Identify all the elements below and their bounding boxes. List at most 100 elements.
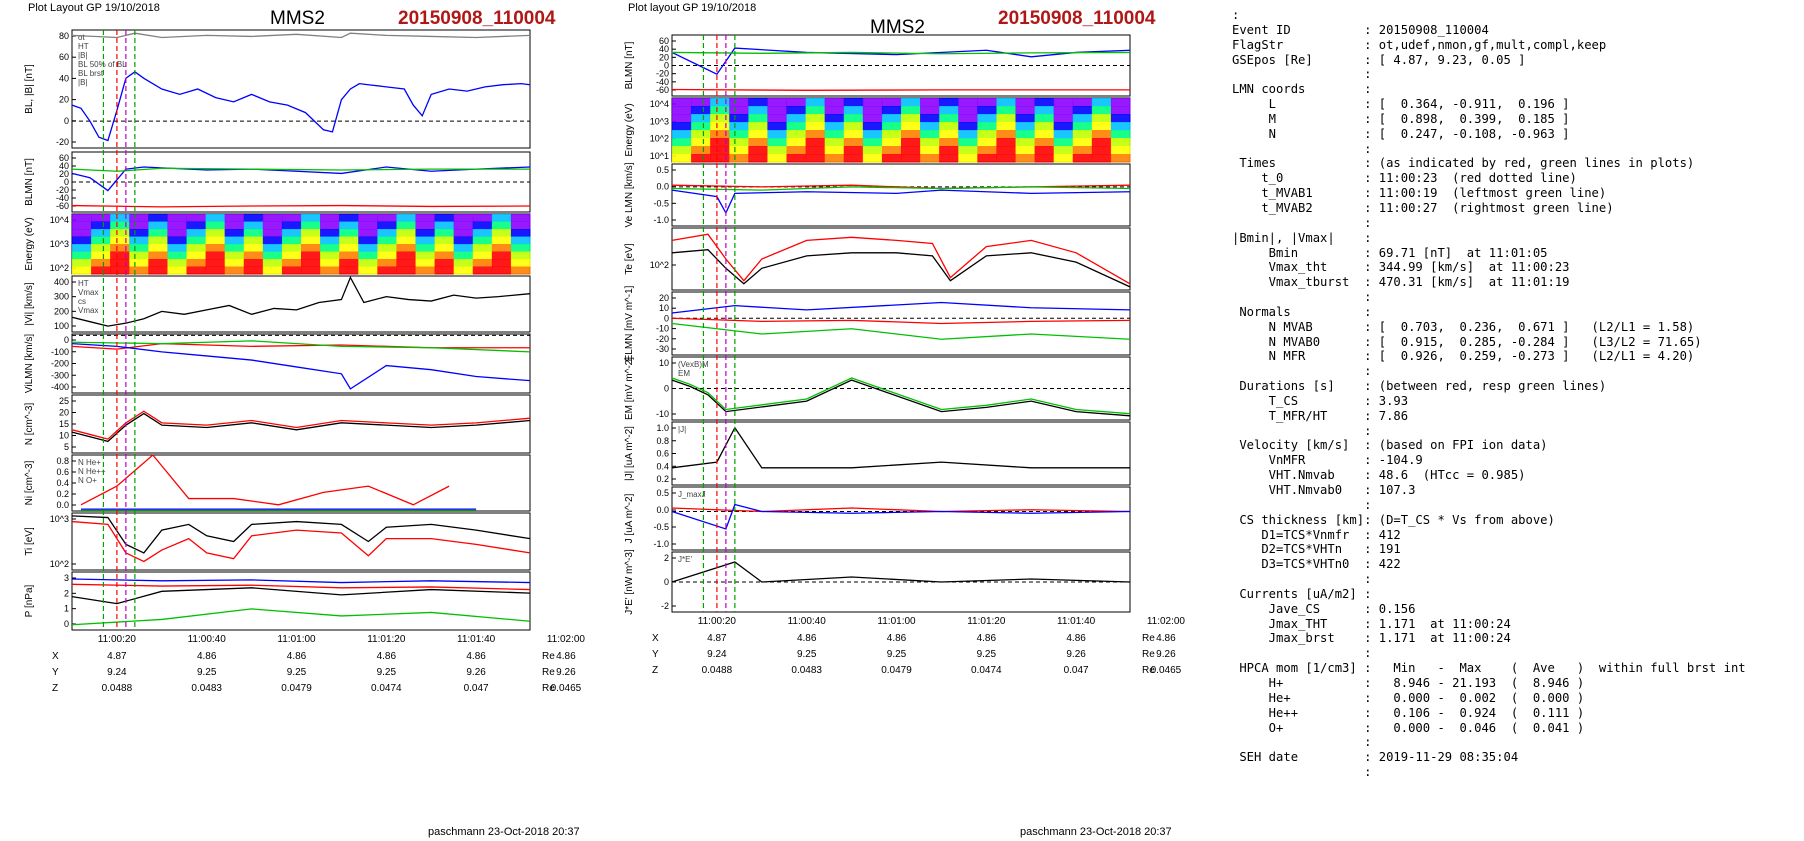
- heatmap-cell: [358, 251, 378, 260]
- heatmap-cell: [72, 244, 92, 252]
- heatmap-cell: [748, 122, 768, 131]
- info-line: :: [1364, 290, 1372, 305]
- heatmap-cell: [453, 236, 474, 245]
- heatmap-cell: [491, 251, 512, 260]
- info-line: N : [ 0.247, -0.108, -0.963 ]: [1268, 126, 1570, 141]
- heatmap-cell: [320, 229, 340, 237]
- heatmap-cell: [491, 229, 512, 237]
- heatmap-cell: [453, 214, 474, 222]
- heatmap-cell: [729, 130, 749, 139]
- heatmap-cell: [91, 229, 111, 237]
- heatmap-cell: [281, 221, 302, 230]
- ytick-label: 0: [64, 177, 69, 187]
- chart-panel: Ve LMN [km/s] 0.5 0.0 -0.5 -1.0: [624, 162, 1131, 228]
- heatmap-cell: [167, 214, 187, 222]
- heatmap-cell: [691, 146, 711, 155]
- ytick-label: 60: [59, 153, 69, 163]
- heatmap-cell: [320, 259, 340, 267]
- heatmap-cell: [881, 130, 902, 139]
- heatmap-cell: [901, 154, 921, 163]
- series-line: [671, 561, 1131, 583]
- heatmap-cell: [72, 259, 92, 267]
- heatmap-cell: [1053, 146, 1074, 155]
- heatmap-cell: [843, 114, 864, 123]
- heatmap-cell: [91, 214, 111, 222]
- heatmap-cell: [1034, 154, 1055, 163]
- heatmap-cell: [281, 236, 302, 245]
- position-unit: Re: [1142, 665, 1155, 676]
- ytick-label: -20: [56, 185, 69, 195]
- panel-ylabel: Ni [cm^-3]: [24, 460, 35, 505]
- heatmap-cell: [1015, 154, 1036, 163]
- heatmap-cell: [186, 251, 207, 260]
- heatmap-cell: [186, 236, 207, 245]
- info-line: :: [1364, 67, 1372, 82]
- legend-entry: J*E': [678, 555, 692, 564]
- heatmap-cell: [434, 266, 455, 275]
- heatmap-cell: [1072, 154, 1093, 163]
- info-line: :: [1364, 572, 1372, 587]
- panel-ylabel: J [uA m^-2]: [624, 493, 635, 543]
- heatmap-cell: [1091, 138, 1112, 147]
- panel-ylabel: J*E' [nW m^-3]: [624, 549, 635, 615]
- position-value: 4.86: [556, 651, 576, 662]
- heatmap-cell: [510, 221, 531, 230]
- ytick-label: 10^2: [50, 559, 69, 569]
- heatmap-cell: [377, 266, 397, 275]
- ytick-label: 0.2: [56, 489, 69, 499]
- heatmap-cell: [1015, 106, 1036, 115]
- info-line: T_MFR/HT : 7.86: [1268, 408, 1409, 423]
- heatmap-cell: [862, 106, 883, 115]
- heatmap-cell: [862, 138, 883, 147]
- info-line: D3=TCS*VHTn0 : 422: [1261, 557, 1401, 572]
- heatmap-cell: [472, 221, 493, 230]
- heatmap-cell: [767, 138, 787, 147]
- heatmap-cell: [901, 98, 921, 107]
- heatmap-cell: [129, 244, 149, 252]
- heatmap-cell: [110, 266, 130, 275]
- heatmap-cell: [729, 98, 749, 107]
- heatmap-cell: [148, 214, 168, 222]
- heatmap-cell: [920, 122, 940, 131]
- heatmap-cell: [186, 244, 207, 252]
- heatmap-cell: [301, 236, 321, 245]
- heatmap-cell: [167, 259, 187, 267]
- heatmap-cell: [339, 244, 359, 252]
- info-line: D2=TCS*VHTn : 191: [1261, 542, 1401, 557]
- heatmap-cell: [1015, 130, 1036, 139]
- heatmap-cell: [301, 266, 321, 275]
- ytick-label: 10^3: [650, 116, 669, 126]
- ytick-label: -60: [656, 85, 669, 95]
- heatmap-cell: [1015, 122, 1036, 131]
- heatmap-cell: [1091, 146, 1112, 155]
- chart-panel: Te [eV] 10^2: [624, 227, 1131, 291]
- heatmap-cell: [1072, 138, 1093, 147]
- info-line: Durations [s] : (between red, resp green…: [1239, 379, 1607, 394]
- heatmap-cell: [939, 138, 959, 147]
- heatmap-cell: [205, 221, 226, 230]
- position-value: 0.0474: [371, 683, 402, 694]
- ytick-label: 0: [664, 577, 669, 587]
- heatmap-cell: [691, 154, 711, 163]
- heatmap-cell: [396, 229, 416, 237]
- heatmap-cell: [301, 251, 321, 260]
- heatmap-cell: [1015, 138, 1036, 147]
- series-line: [671, 507, 1131, 513]
- heatmap-cell: [920, 114, 940, 123]
- heatmap-cell: [510, 229, 531, 237]
- info-line: H+ : 8.946 - 21.193 ( 8.946 ): [1268, 675, 1585, 690]
- position-value: 9.26: [466, 667, 486, 678]
- heatmap-cell: [805, 146, 826, 155]
- heatmap-cell: [434, 251, 455, 260]
- heatmap-cell: [939, 114, 959, 123]
- heatmap-cell: [72, 221, 92, 230]
- panel-ylabel: Energy (eV): [24, 217, 35, 270]
- ytick-label: 0.4: [56, 478, 69, 488]
- info-line: N MVAB : [ 0.703, 0.236, 0.671 ] (L2/L1 …: [1268, 319, 1695, 334]
- heatmap-cell: [129, 259, 149, 267]
- info-line: Jave_CS : 0.156: [1268, 601, 1416, 616]
- position-value: 0.047: [464, 683, 489, 694]
- heatmap-cell: [786, 98, 807, 107]
